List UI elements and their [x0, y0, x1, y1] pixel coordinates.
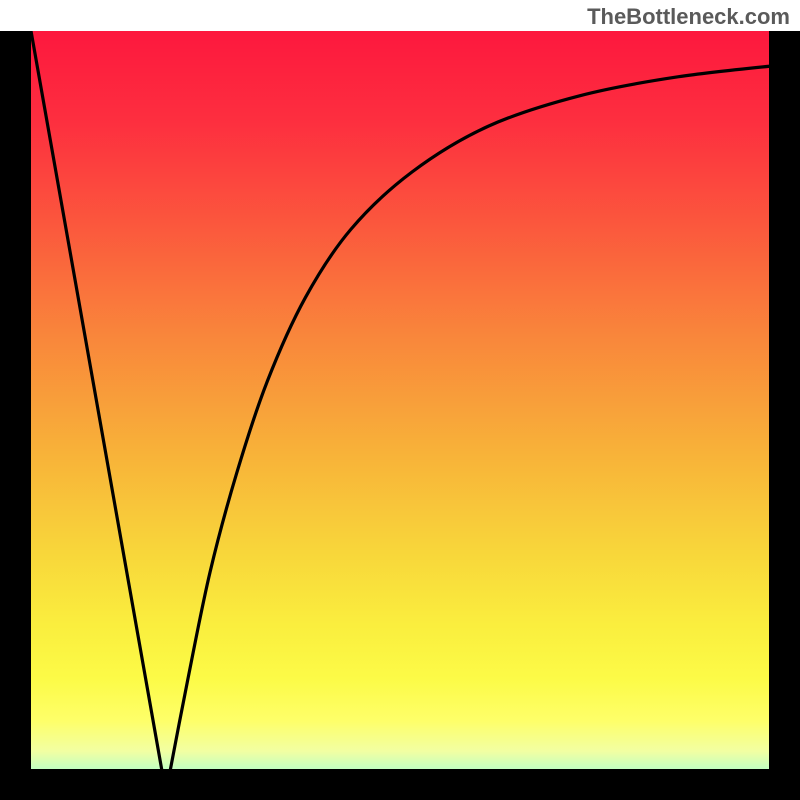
vertex-marker [145, 777, 189, 795]
chart-container: TheBottleneck.com [0, 0, 800, 800]
curve-left-segment [31, 31, 166, 793]
watermark-text: TheBottleneck.com [587, 4, 790, 30]
curve-right-segment [166, 64, 793, 793]
bottleneck-curve [31, 31, 793, 793]
plot-area [31, 31, 793, 793]
